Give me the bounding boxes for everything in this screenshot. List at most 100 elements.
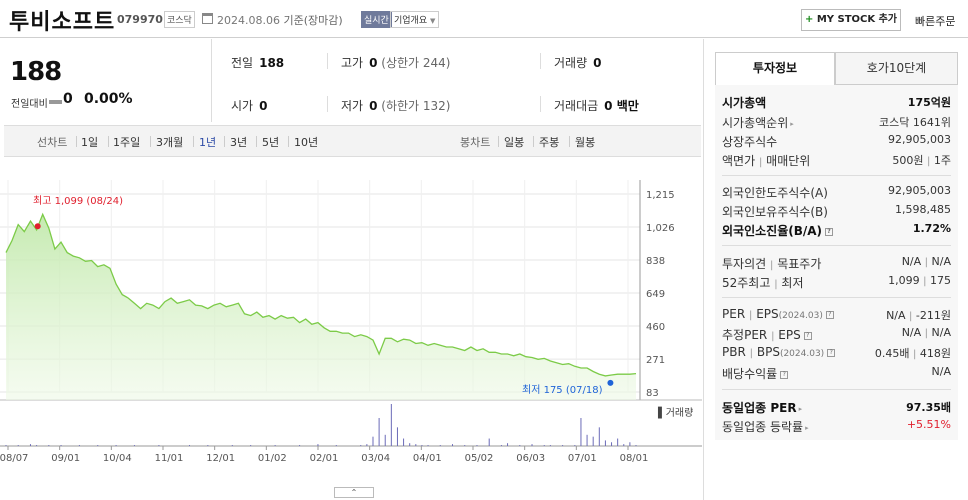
volume-bar <box>629 442 631 446</box>
stat-trade-amount: 거래대금 0 백만 <box>554 97 639 114</box>
stat-low: 저가 0 (하한가 132) <box>341 97 450 114</box>
tab-investment-info[interactable]: 투자정보 <box>715 52 835 85</box>
volume-bar <box>403 438 405 446</box>
caret-right-icon: ▸ <box>798 404 803 413</box>
stock-code: 079970 <box>117 13 163 26</box>
pbr-value: 0.45배 <box>874 347 910 360</box>
par-value: 500원 <box>892 154 924 167</box>
est-eps-value: N/A <box>931 326 951 339</box>
cap-rank-label: 시가총액순위 <box>722 116 789 130</box>
market-cap-value: 175억원 <box>907 96 951 109</box>
target-price-value: N/A <box>931 255 951 268</box>
sector-rate-row[interactable]: 동일업종 등락률 ▸ +5.51% <box>722 418 951 434</box>
dividend-row: 배당수익률? N/A <box>722 365 951 381</box>
volume-bar <box>317 444 319 446</box>
week52-low-label: 최저 <box>781 276 804 290</box>
company-overview-button[interactable]: 기업개요 ▼ <box>390 11 440 28</box>
quick-order-button[interactable]: 빠른주문 <box>915 15 956 28</box>
sector-rate-value: +5.51% <box>906 418 951 431</box>
info-icon[interactable]: ? <box>803 331 812 340</box>
x-tick-label: 03/04 <box>361 453 390 464</box>
volume-bar <box>604 440 606 446</box>
foreign-hold-label: 외국인보유주식수(B) <box>722 205 828 219</box>
x-tick-label: 08/01 <box>620 453 649 464</box>
volume-bar <box>115 445 117 446</box>
volume-bar <box>488 438 490 446</box>
volume-bar <box>17 445 19 446</box>
separator: | <box>770 260 774 271</box>
opinion-value: N/A <box>901 255 922 268</box>
volume-bar <box>531 444 533 446</box>
cap-rank-row[interactable]: 시가총액순위 ▸ 코스닥 1641위 <box>722 114 951 130</box>
divider <box>498 136 499 147</box>
lower-limit: (하한가 132) <box>381 99 451 113</box>
price-stats: 전일 188 고가 0 (상한가 244) 거래량 0 시가 0 저가 0 (하한가 13… <box>212 39 702 122</box>
volume-bar <box>476 445 478 446</box>
tab-1y[interactable]: 1년 <box>199 136 217 149</box>
tab-3y[interactable]: 3년 <box>230 136 248 149</box>
x-axis-ticks: 08/07 09/01 10/04 11/01 12/01 01/02 02/01 03/04… <box>0 446 648 464</box>
separator: | <box>924 257 929 268</box>
divider <box>288 136 289 147</box>
dividend-value: N/A <box>931 365 951 378</box>
info-icon[interactable]: ? <box>780 370 789 379</box>
base-date-suffix: 기준(장마감) <box>283 14 343 27</box>
cap-rank-value: 코스닥 1641위 <box>879 116 951 129</box>
stat-label: 거래대금 <box>554 99 599 113</box>
price-line <box>5 212 637 377</box>
sector-per-label: 동일업종 PER <box>722 401 797 415</box>
sector-per-row[interactable]: 동일업종 PER ▸ 97.35배 <box>722 399 951 415</box>
volume-bar <box>158 445 160 446</box>
volume-label: ▌거래량 <box>657 406 693 419</box>
tab-monthly[interactable]: 월봉 <box>575 136 596 149</box>
period-tabs: 선차트 1일 1주일 3개월 1년 3년 5년 10년 봉차트 일봉 주봉 월봉 <box>4 125 701 157</box>
volume-bar <box>188 445 190 446</box>
realtime-button[interactable]: 실시간 <box>361 11 392 28</box>
foreign-rate-label: 외국인소진율(B/A) <box>722 224 823 238</box>
base-date: 2024.08.06 기준(장마감) <box>217 12 343 28</box>
calendar-icon <box>202 13 213 24</box>
tab-5y[interactable]: 5년 <box>262 136 280 149</box>
foreign-rate-value: 1.72% <box>912 222 951 235</box>
x-tick-label: 09/01 <box>51 453 80 464</box>
tab-daily[interactable]: 일봉 <box>504 136 525 149</box>
divider <box>108 136 109 147</box>
tab-1w[interactable]: 1주일 <box>113 136 141 149</box>
stock-name: 투비소프트 <box>9 10 116 35</box>
per-value: N/A <box>886 309 906 322</box>
tab-order-book[interactable]: 호가10단계 <box>835 52 958 85</box>
x-tick-label: 04/01 <box>413 453 442 464</box>
x-tick-label: 08/07 <box>0 453 28 464</box>
tab-1d[interactable]: 1일 <box>81 136 99 149</box>
price-chart[interactable]: 1,215 1,026 838 649 460 271 83 최고 1,099 (08/24… <box>0 160 702 500</box>
chart-collapse-button[interactable]: ⌃ <box>334 487 374 498</box>
stat-label: 거래량 <box>554 56 588 70</box>
info-icon[interactable]: ? <box>825 227 834 236</box>
x-tick-label: 01/02 <box>258 453 287 464</box>
tab-weekly[interactable]: 주봉 <box>539 136 560 149</box>
volume-bar <box>5 445 7 446</box>
y-tick-label: 838 <box>646 256 665 267</box>
week52-high-label: 52주최고 <box>722 276 771 290</box>
investment-info: 시가총액 175억원 시가총액순위 ▸ 코스닥 1641위 상장주식수 92,90… <box>715 85 958 440</box>
mystock-add-button[interactable]: + MY STOCK 추가 <box>801 9 901 31</box>
pbr-label: PBR <box>722 345 746 359</box>
separator: | <box>758 157 763 168</box>
divider <box>569 136 570 147</box>
volume-bar <box>48 445 50 446</box>
volume-bar <box>507 443 509 446</box>
info-icon[interactable]: ? <box>827 348 836 357</box>
volume-bar <box>439 445 441 446</box>
opinion-row: 투자의견 | 목표주가 N/A | N/A <box>722 255 951 271</box>
tab-3m[interactable]: 3개월 <box>156 136 184 149</box>
info-icon[interactable]: ? <box>825 310 834 319</box>
stat-volume: 거래량 0 <box>554 54 601 71</box>
volume-bar <box>299 445 301 446</box>
volume-bar <box>274 445 276 446</box>
target-price-label: 목표주가 <box>777 257 822 271</box>
volume-bar <box>133 445 135 446</box>
divider <box>540 96 541 112</box>
foreign-rate-row: 외국인소진율(B/A)? 1.72% <box>722 222 951 238</box>
tab-10y[interactable]: 10년 <box>294 136 319 149</box>
volume-bar <box>384 434 386 446</box>
